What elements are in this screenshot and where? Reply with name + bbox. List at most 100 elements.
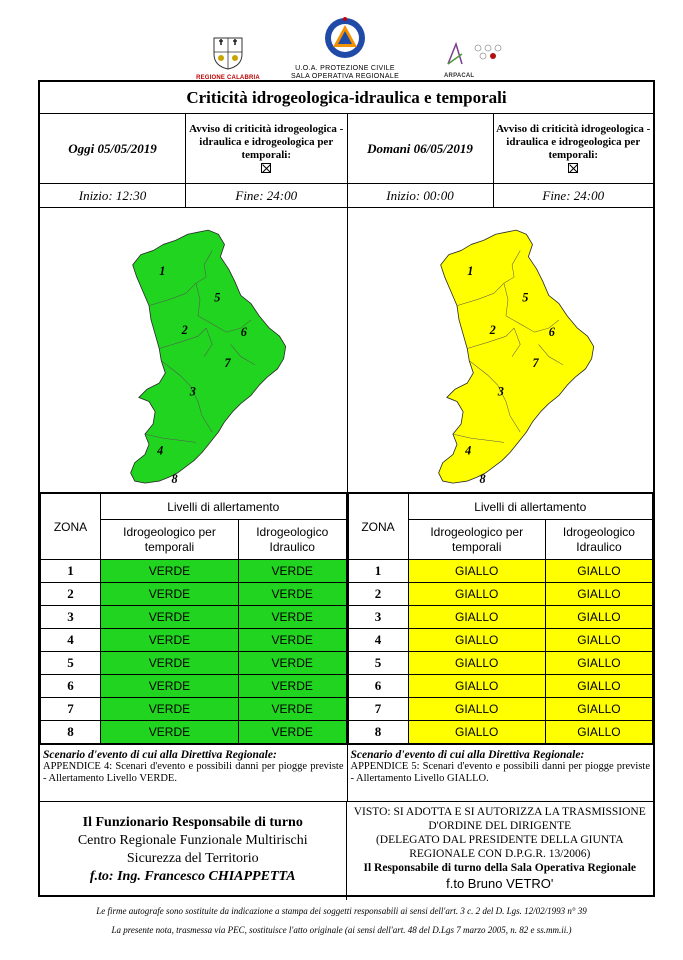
tomorrow-inizio: Inizio: 00:00	[348, 184, 494, 207]
signature-left: Il Funzionario Responsabile di turno Cen…	[40, 802, 347, 900]
zone-temporali-level: GIALLO	[407, 674, 546, 698]
zone-border-line	[452, 433, 504, 443]
zone-idraulico-level: GIALLO	[544, 674, 654, 698]
zone-idraulico-level: VERDE	[237, 720, 347, 744]
zone-idraulico-level: GIALLO	[544, 720, 654, 744]
tomorrow-header: Domani 06/05/2019 Avviso di criticità id…	[347, 114, 654, 184]
arpacal-logo: ARPACAL	[418, 40, 518, 79]
zone-number: 4	[40, 628, 101, 652]
tomorrow-scenario: Scenario d'evento di cui alla Direttiva …	[347, 744, 653, 802]
signature-right-line3: (DELEGATO DAL PRESIDENTE DELLA GIUNTA	[375, 834, 624, 846]
signature-left-centre: Centro Regionale Funzionale Multirischi	[77, 833, 308, 848]
signature-left-name: f.to: Ing. Francesco CHIAPPETTA	[89, 869, 296, 884]
zone-temporali-level: GIALLO	[407, 605, 546, 629]
signature-right: VISTO: SI ADOTTA E SI AUTORIZZA LA TRASM…	[347, 802, 654, 900]
today-header: Oggi 05/05/2019 Avviso di criticità idro…	[40, 114, 347, 184]
zone-idraulico-level: VERDE	[237, 651, 347, 675]
today-calabria-map-icon: 1 5 2 6 7 3 48	[130, 229, 287, 486]
zone-idraulico-level: GIALLO	[544, 628, 654, 652]
today-livelli-header: Livelli di allertamento	[100, 493, 347, 520]
zone-border-line	[468, 360, 498, 386]
zone-border-line	[466, 327, 514, 349]
tomorrow-avviso-checkbox-icon	[568, 163, 579, 173]
map-zone-label: 5	[214, 291, 220, 305]
zone-border-line	[509, 415, 520, 433]
today-avviso: Avviso di criticità idrogeologica - idra…	[186, 114, 347, 183]
protezione-civile-emblem-icon	[325, 17, 365, 58]
today-col1-header: Idrogeologico per temporali	[100, 519, 239, 560]
zone-temporali-level: VERDE	[100, 651, 239, 675]
zone-border-line	[497, 385, 510, 416]
calabria-region-shape	[437, 229, 594, 484]
zone-idraulico-level: VERDE	[237, 628, 347, 652]
tomorrow-avviso: Avviso di criticità idrogeologica - idra…	[494, 114, 654, 183]
tomorrow-col1-header: Idrogeologico per temporali	[407, 519, 546, 560]
today-date: Oggi 05/05/2019	[40, 114, 186, 183]
map-zone-label: 2	[181, 323, 188, 337]
zone-border-line	[511, 327, 521, 357]
today-col2-header: Idrogeologico Idraulico	[237, 519, 347, 560]
map-zone-label: 2	[488, 323, 495, 337]
zone-border-line	[203, 327, 213, 357]
map-zone-label: 7	[532, 356, 539, 370]
zone-temporali-level: VERDE	[100, 605, 239, 629]
zone-row: 6 GIALLO GIALLO	[347, 674, 654, 698]
tomorrow-fine: Fine: 24:00	[542, 187, 605, 203]
bulletin-document: Criticità idrogeologica-idraulica e temp…	[38, 80, 655, 900]
today-avviso-checkbox-icon	[261, 163, 272, 173]
zone-number: 5	[40, 651, 101, 675]
today-scenario-heading: Scenario d'evento di cui alla Direttiva …	[43, 749, 277, 761]
map-zone-label: 6	[548, 325, 555, 339]
map-zone-label: 4	[464, 444, 471, 458]
zone-row: 1 VERDE VERDE	[40, 559, 347, 583]
zone-border-line	[230, 344, 256, 366]
zone-row: 5 VERDE VERDE	[40, 651, 347, 675]
today-times: Inizio: 12:30 Fine: 24:00	[40, 184, 347, 208]
regione-calabria-emblem-icon	[213, 37, 243, 70]
zone-temporali-level: GIALLO	[407, 628, 546, 652]
zone-idraulico-level: VERDE	[237, 697, 347, 721]
signature-right-line1: VISTO: SI ADOTTA E SI AUTORIZZA LA TRASM…	[353, 806, 646, 818]
header-logos: REGIONE CALABRIA U.O.A. PROTEZIONE CIVIL…	[0, 0, 683, 82]
zone-row: 7 VERDE VERDE	[40, 697, 347, 721]
zone-idraulico-level: VERDE	[237, 559, 347, 583]
tomorrow-zona-header: ZONA	[347, 493, 409, 560]
footer-note-2: La presente nota, trasmessa via PEC, sos…	[111, 925, 572, 935]
zone-number: 8	[347, 720, 409, 744]
zone-number: 8	[40, 720, 101, 744]
zone-row: 2 VERDE VERDE	[40, 582, 347, 606]
zone-row: 8 VERDE VERDE	[40, 720, 347, 744]
zone-temporali-level: VERDE	[100, 697, 239, 721]
zone-number: 7	[347, 697, 409, 721]
protezione-civile-caption-1: U.O.A. PROTEZIONE CIVILE	[295, 65, 395, 72]
signature-right-role: Il Responsabile di turno della Sala Oper…	[363, 862, 636, 874]
zone-idraulico-level: GIALLO	[544, 605, 654, 629]
zone-number: 6	[347, 674, 409, 698]
zone-idraulico-level: VERDE	[237, 605, 347, 629]
tomorrow-column: Domani 06/05/2019 Avviso di criticità id…	[346, 114, 654, 802]
zone-number: 3	[347, 605, 409, 629]
tomorrow-levels-table: ZONA Livelli di allertamento Idrogeologi…	[347, 493, 654, 744]
today-inizio: Inizio: 12:30	[40, 184, 186, 207]
zone-number: 4	[347, 628, 409, 652]
map-zone-label: 3	[496, 384, 503, 398]
zone-idraulico-level: VERDE	[237, 582, 347, 606]
zone-number: 5	[347, 651, 409, 675]
zone-row: 7 GIALLO GIALLO	[347, 697, 654, 721]
zone-border-line	[161, 360, 190, 386]
zone-border-line	[511, 250, 520, 278]
today-scenario: Scenario d'evento di cui alla Direttiva …	[40, 744, 347, 802]
zone-temporali-level: GIALLO	[407, 651, 546, 675]
protezione-civile-logo: U.O.A. PROTEZIONE CIVILE SALA OPERATIVA …	[290, 16, 400, 81]
zone-temporali-level: GIALLO	[407, 582, 546, 606]
map-zone-label: 8	[171, 472, 177, 486]
zone-border-line	[203, 250, 213, 278]
today-fine: Fine: 24:00	[235, 187, 298, 203]
signature-left-role: Il Funzionario Responsabile di turno	[82, 815, 303, 830]
zone-number: 2	[40, 582, 101, 606]
zone-border-line	[159, 327, 207, 349]
zone-border-line	[144, 433, 196, 443]
tomorrow-calabria-map-icon: 1 5 2 6 7 3 48	[437, 229, 594, 486]
footer-note-1: Le firme autografe sono sostituite da in…	[96, 906, 587, 916]
